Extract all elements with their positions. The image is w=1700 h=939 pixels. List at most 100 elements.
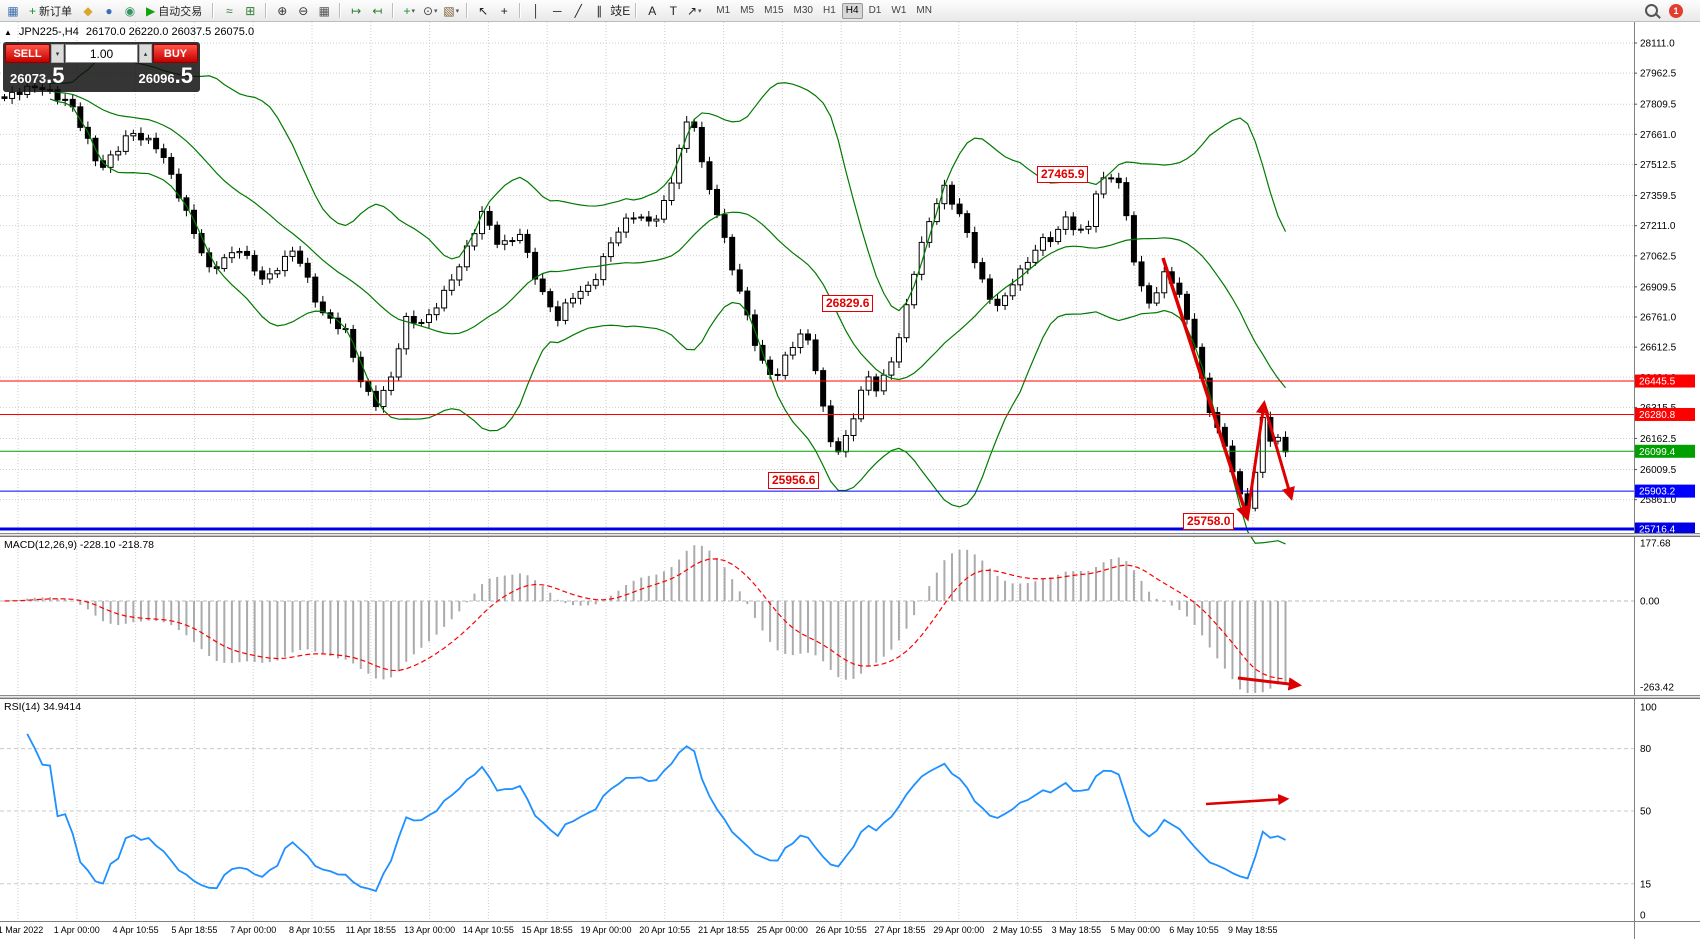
timeframe-m30[interactable]: M30 [793,4,813,16]
channel-icon[interactable]: ∥ [589,2,609,20]
zoom-out-icon[interactable]: ⊖ [293,2,313,20]
timeframe-w1[interactable]: W1 [891,4,907,16]
svg-text:0.00: 0.00 [1640,597,1660,608]
indicators-icon-glyph: ≈ [225,3,233,18]
text-icon[interactable]: A [642,2,662,20]
new-order-button[interactable]: + 新订单 [24,2,77,20]
toolbar-separator [635,3,638,18]
search-icon[interactable] [1641,2,1661,20]
channel-icon-glyph: ∥ [596,3,603,18]
timeframe-mn[interactable]: MN [916,4,932,16]
community-icon-glyph: ◉ [124,3,136,18]
price-annotation[interactable]: 25956.6 [768,472,820,490]
svg-text:29 Apr 00:00: 29 Apr 00:00 [933,925,984,935]
trendline-icon[interactable]: ╱ [568,2,588,20]
buy-price: 26096.5 [138,63,193,88]
toolbar-separator [265,3,268,18]
price-annotation[interactable]: 26829.6 [822,295,874,313]
vertical-line-icon[interactable]: │ [526,2,546,20]
volume-input[interactable]: 1.00 [65,44,138,63]
timeframe-m1[interactable]: M1 [716,4,731,16]
dropdown-caret-icon: ▾ [455,7,460,15]
svg-text:27962.5: 27962.5 [1640,69,1677,80]
tile-windows-icon[interactable]: ▦ [314,2,334,20]
periods-icon[interactable]: ⊙ ▾ [420,2,440,20]
fibonacci-icon[interactable]: 攱E [610,2,630,20]
toolbar-separator [466,3,469,18]
timeframe-m5[interactable]: M5 [740,4,755,16]
oneclick-collapse-icon[interactable]: ▲ [4,27,12,37]
bollinger-bands [49,56,1287,545]
svg-text:50: 50 [1640,807,1652,818]
zoom-in-icon[interactable]: ⊕ [272,2,292,20]
horizontal-level-lines[interactable] [0,380,1634,531]
ohlc-values: 26170.0 26220.0 26037.5 26075.0 [85,26,255,38]
arrow-objects-icon[interactable]: ↗ ▾ [684,2,704,20]
new-order-button-glyph: + [29,3,37,18]
svg-text:5 Apr 18:55: 5 Apr 18:55 [171,925,217,935]
svg-text:21 Apr 18:55: 21 Apr 18:55 [698,925,749,935]
svg-text:25716.4: 25716.4 [1639,525,1676,536]
svg-text:26761.0: 26761.0 [1640,313,1677,324]
svg-text:7 Apr 00:00: 7 Apr 00:00 [230,925,276,935]
svg-text:13 Apr 00:00: 13 Apr 00:00 [404,925,455,935]
accounts-icon[interactable]: ● [99,2,119,20]
indicator-window-icon[interactable]: ⊞ [240,2,260,20]
svg-text:25861.0: 25861.0 [1640,495,1677,506]
text-label-icon[interactable]: T [663,2,683,20]
metaeditor-icon-glyph: ◆ [83,3,93,18]
price-scale[interactable]: 28111.0 27962.5 27809.5 27661.0 27512.5 27359… [1634,22,1700,939]
oneclick-prices: 26073.5 26096.5 [5,63,198,90]
chart-canvas[interactable]: 28111.0 27962.5 27809.5 27661.0 27512.5 27359… [0,22,1700,939]
timeframe-h4[interactable]: H4 [841,2,863,19]
templates-icon[interactable]: ▧ ▾ [441,2,461,20]
add-indicator-icon[interactable]: + ▾ [399,2,419,20]
svg-text:0: 0 [1640,911,1646,922]
cursor-icon[interactable]: ↖ [473,2,493,20]
community-icon[interactable]: ◉ [120,2,140,20]
svg-text:4 Apr 10:55: 4 Apr 10:55 [113,925,159,935]
price-annotation[interactable]: 27465.9 [1037,165,1089,183]
toolbar-buttons: ▦ + 新订单 ◆ ● ◉ ▶ 自动交易 ≈ ⊞ ⊕ ⊖ ▦ ↦ ↤ + ▾ ⊙ ▾ ▧ ▾ ↖ + │ ─ ╱ ∥ 攱E A T ↗ ▾ [3,2,704,20]
volume-decrease-button[interactable]: ▾ [51,44,64,63]
chart-shift-icon-glyph: ↤ [372,3,383,18]
time-scale[interactable]: 31 Mar 2022 1 Apr 00:00 4 Apr 10:55 5 Apr 1… [0,921,1700,939]
timeframe-h1[interactable]: H1 [822,4,836,16]
panel-divider-macd[interactable] [0,533,1700,537]
svg-text:27359.5: 27359.5 [1640,191,1677,202]
timeframe-d1[interactable]: D1 [868,4,882,16]
horizontal-line-icon[interactable]: ─ [547,2,567,20]
svg-text:2 May 10:55: 2 May 10:55 [993,925,1043,935]
crosshair-icon[interactable]: + [494,2,514,20]
trend-arrows[interactable] [1161,257,1303,806]
volume-increase-button[interactable]: ▴ [139,44,152,63]
chart-shift-icon[interactable]: ↤ [367,2,387,20]
autotrading-button-label: 自动交易 [158,5,203,18]
auto-scroll-icon[interactable]: ↦ [346,2,366,20]
vertical-line-icon-glyph: │ [532,3,541,18]
timeframe-buttons: M1 M5 M15 M30 H1 H4 D1 W1 MN [712,2,936,19]
autotrading-button[interactable]: ▶ 自动交易 [141,2,207,20]
sell-button[interactable]: SELL [5,44,50,63]
indicators-icon[interactable]: ≈ [219,2,239,20]
svg-text:19 Apr 00:00: 19 Apr 00:00 [580,925,631,935]
svg-text:80: 80 [1640,744,1652,755]
metaeditor-icon[interactable]: ◆ [78,2,98,20]
dropdown-caret-icon: ▾ [434,7,438,15]
buy-button[interactable]: BUY [153,44,198,63]
svg-text:26445.5: 26445.5 [1639,377,1676,388]
candlestick-series [1,80,1289,514]
notification-badge[interactable]: 1 [1669,3,1683,18]
dropdown-caret-icon: ▾ [698,7,702,15]
price-annotation[interactable]: 25758.0 [1183,512,1235,530]
svg-text:8 Apr 10:55: 8 Apr 10:55 [289,925,335,935]
new-chart-icon[interactable]: ▦ [3,2,23,20]
svg-text:11 Apr 18:55: 11 Apr 18:55 [346,925,396,935]
svg-text:26009.5: 26009.5 [1640,465,1677,476]
timeframe-m15[interactable]: M15 [764,4,784,16]
panel-divider-rsi[interactable] [0,695,1700,699]
toolbar-separator [339,3,342,18]
svg-text:177.68: 177.68 [1640,538,1671,549]
fibonacci-icon-glyph: 攱E [610,3,631,18]
rsi-indicator [0,733,1634,893]
